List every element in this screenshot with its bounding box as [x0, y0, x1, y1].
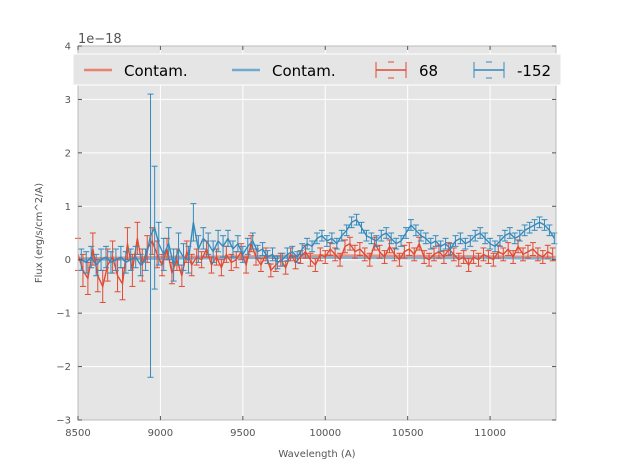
- y-tick-label: −2: [56, 362, 71, 373]
- x-tick-label: 9000: [148, 428, 173, 439]
- series-68: [75, 221, 556, 303]
- y-tick-label: −1: [56, 309, 71, 320]
- y-offset-label: 1e−18: [78, 32, 122, 47]
- x-tick-label: 10000: [309, 428, 341, 439]
- y-axis-label: Flux (erg/s/cm^2/A): [34, 183, 45, 283]
- legend-label: 68: [419, 62, 438, 80]
- legend-label: Contam.: [124, 62, 188, 80]
- series-line: [77, 238, 554, 289]
- axis-ticks: 8500 9000 9500 10000 10500 11000 −3 −2 −1 0 1 2 3 4: [56, 42, 556, 439]
- x-tick-label: 10500: [392, 428, 424, 439]
- x-axis-label: Wavelength (A): [278, 449, 355, 460]
- y-tick-label: 0: [65, 255, 71, 266]
- plot-frame: [77, 45, 557, 421]
- legend: Contam. Contam. 68 -152: [72, 53, 562, 86]
- series--152: [78, 93, 558, 378]
- series-layer: [75, 93, 558, 378]
- y-tick-label: 4: [65, 42, 71, 53]
- x-tick-label: 11000: [474, 428, 506, 439]
- y-tick-label: −3: [56, 416, 71, 427]
- series-line: [80, 218, 555, 268]
- legend-label: Contam.: [272, 62, 336, 80]
- y-tick-label: 1: [65, 202, 71, 213]
- x-tick-label: 9500: [230, 428, 255, 439]
- x-tick-label: 8500: [65, 428, 90, 439]
- y-tick-label: 2: [65, 148, 71, 159]
- legend-label: -152: [517, 62, 551, 80]
- y-tick-label: 3: [65, 95, 71, 106]
